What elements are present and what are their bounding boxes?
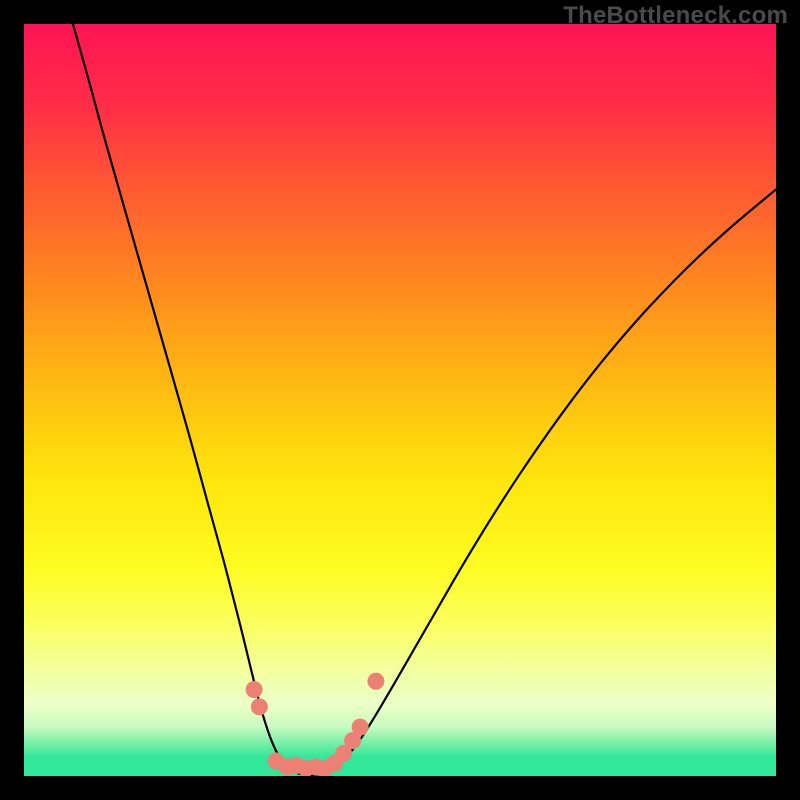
bottleneck-chart-frame: TheBottleneck.com bbox=[0, 0, 800, 800]
datapoint-marker bbox=[367, 673, 384, 690]
chart-svg bbox=[0, 0, 800, 800]
datapoint-marker bbox=[246, 681, 263, 698]
datapoint-marker bbox=[352, 719, 369, 736]
watermark-text: TheBottleneck.com bbox=[563, 2, 788, 30]
datapoint-marker bbox=[251, 698, 268, 715]
chart-gradient-bg bbox=[24, 24, 776, 776]
